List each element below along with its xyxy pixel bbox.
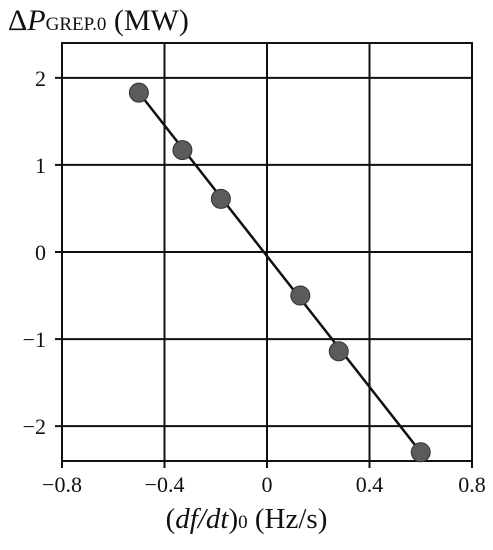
x-axis-label-unit: (Hz/s) bbox=[247, 503, 328, 535]
y-tick-label-4: −2 bbox=[23, 414, 46, 439]
x-axis-label-subscript: 0 bbox=[238, 512, 248, 533]
x-axis-label: (df/dt)0 (Hz/s) bbox=[0, 503, 493, 536]
y-axis-label-symbol: P bbox=[27, 4, 46, 37]
x-tick-label-1: −0.4 bbox=[145, 472, 185, 497]
data-point-1 bbox=[172, 140, 193, 161]
data-point-0 bbox=[128, 82, 149, 103]
y-axis-label-subscript: GREP.0 bbox=[45, 14, 107, 35]
x-axis-label-open: ( bbox=[165, 503, 176, 535]
y-axis-label-unit: (MW) bbox=[106, 4, 189, 37]
data-point-4 bbox=[328, 341, 349, 362]
y-tick-label-3: −1 bbox=[23, 327, 46, 352]
y-tick-label-2: 0 bbox=[35, 240, 46, 265]
y-axis-label: ΔPGREP.0 (MW) bbox=[8, 4, 189, 38]
y-tick-label-1: 1 bbox=[35, 153, 46, 178]
x-axis-label-close: ) bbox=[228, 503, 239, 535]
data-point-3 bbox=[290, 285, 311, 306]
data-point-5 bbox=[410, 442, 431, 463]
x-tick-label-2: 0 bbox=[262, 472, 273, 497]
x-tick-label-3: 0.4 bbox=[356, 472, 384, 497]
x-axis-label-symbol: df/dt bbox=[175, 503, 229, 535]
data-point-2 bbox=[210, 188, 231, 209]
y-tick-label-0: 2 bbox=[35, 66, 46, 91]
x-tick-label-4: 0.8 bbox=[458, 472, 486, 497]
x-tick-label-0: −0.8 bbox=[42, 472, 82, 497]
y-axis-label-prefix: Δ bbox=[8, 4, 28, 37]
